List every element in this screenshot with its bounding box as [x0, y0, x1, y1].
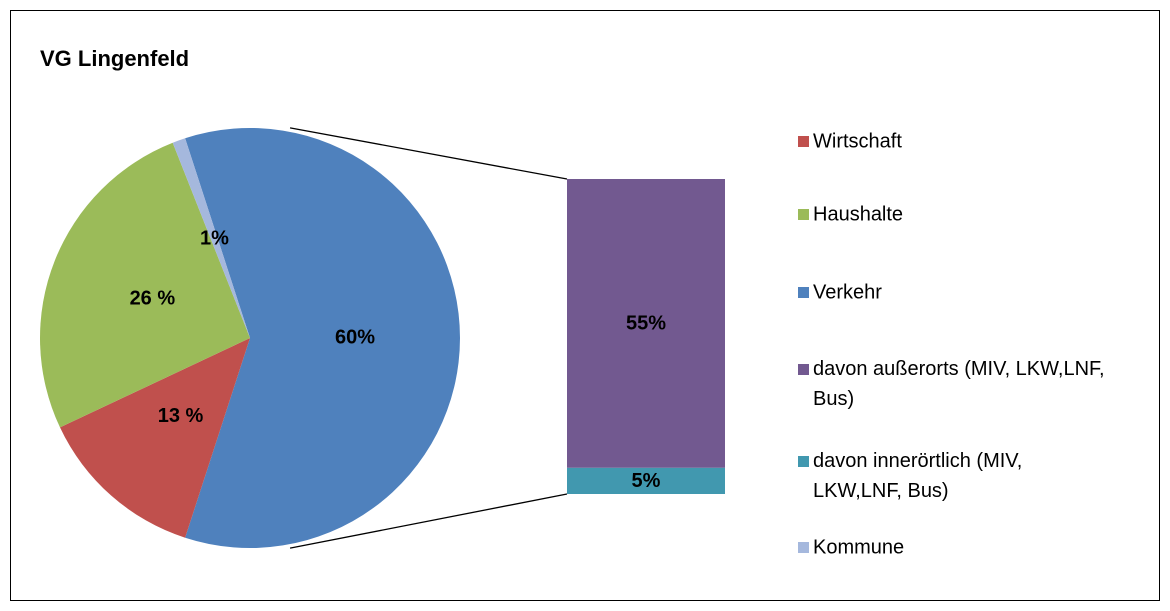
breakdown-bar: [567, 467, 725, 494]
pie-slice: [185, 128, 460, 549]
data-label: 5%: [632, 470, 661, 492]
data-label: 60%: [335, 326, 375, 348]
pie-slice: [39, 142, 251, 428]
breakdown-bar: [567, 179, 725, 468]
legend-swatch: [798, 209, 809, 220]
legend-label: Kommune: [813, 536, 904, 558]
legend-label: Wirtschaft: [813, 130, 902, 152]
pie-slice: [172, 138, 250, 338]
chart-title: VG Lingenfeld: [40, 46, 189, 71]
pie-slice: [59, 338, 250, 538]
connector-line: [289, 493, 568, 549]
legend-swatch: [798, 287, 809, 298]
data-label: 55%: [626, 313, 666, 335]
connector-line: [289, 127, 568, 180]
legend-swatch: [798, 364, 809, 375]
legend-label: Haushalte: [813, 203, 903, 225]
legend-swatch: [798, 136, 809, 147]
legend-swatch: [798, 456, 809, 467]
legend-swatch: [798, 542, 809, 553]
data-label: 13 %: [158, 405, 204, 427]
legend-label: Verkehr: [813, 281, 882, 303]
data-label: 1%: [200, 227, 229, 249]
data-label: 26 %: [130, 288, 176, 310]
legend-label: davon außerorts (MIV, LKW,LNF, Bus): [813, 358, 1105, 410]
legend-label: davon innerörtlich (MIV, LKW,LNF, Bus): [813, 450, 1022, 502]
